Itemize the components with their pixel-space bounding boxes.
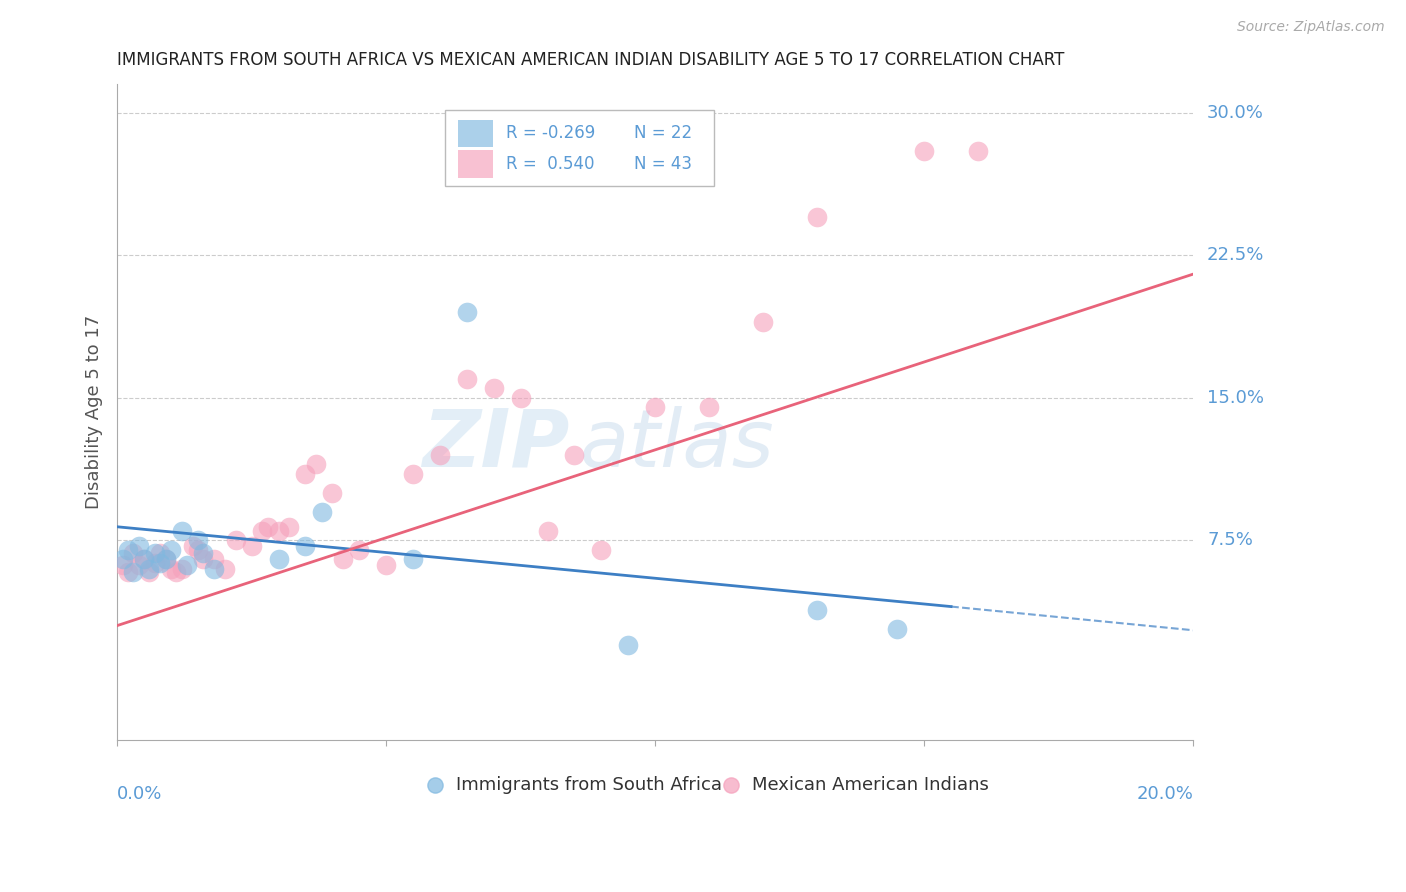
Point [375, 558, 398, 572]
Point [143, 546, 166, 560]
Point [160, 542, 183, 557]
Point [294, 539, 316, 553]
Point [456, 305, 478, 319]
Point [402, 467, 425, 481]
Point [267, 552, 290, 566]
Point [117, 542, 139, 557]
Point [278, 520, 301, 534]
Point [806, 210, 828, 224]
Point [482, 381, 505, 395]
Y-axis label: Disability Age 5 to 17: Disability Age 5 to 17 [86, 315, 103, 509]
Point [332, 552, 354, 566]
Point [176, 558, 198, 572]
Point [193, 546, 215, 560]
Point [240, 539, 263, 553]
Point [155, 552, 177, 566]
Text: atlas: atlas [579, 406, 775, 483]
Point [294, 467, 316, 481]
Text: 30.0%: 30.0% [1208, 103, 1264, 121]
Text: IMMIGRANTS FROM SOUTH AFRICA VS MEXICAN AMERICAN INDIAN DISABILITY AGE 5 TO 17 C: IMMIGRANTS FROM SOUTH AFRICA VS MEXICAN … [117, 51, 1064, 69]
Point [160, 561, 183, 575]
Point [155, 552, 177, 566]
Point [149, 546, 172, 560]
Point [644, 400, 666, 414]
Point [305, 457, 328, 471]
Point [591, 542, 613, 557]
Point [697, 400, 720, 414]
Text: 0.0%: 0.0% [117, 786, 163, 804]
Point [187, 533, 209, 547]
Text: 7.5%: 7.5% [1208, 531, 1253, 549]
Point [256, 520, 278, 534]
Point [509, 391, 531, 405]
Point [149, 556, 172, 570]
Text: ZIP: ZIP [422, 406, 569, 483]
Point [138, 561, 160, 575]
Point [311, 505, 333, 519]
Text: 22.5%: 22.5% [1208, 246, 1264, 264]
Text: N = 22: N = 22 [634, 124, 692, 143]
Point [225, 533, 247, 547]
Text: Mexican American Indians: Mexican American Indians [752, 776, 988, 795]
Point [193, 552, 215, 566]
Point [752, 315, 775, 329]
Text: 15.0%: 15.0% [1208, 389, 1264, 407]
Point [402, 552, 425, 566]
Point [967, 144, 990, 158]
Point [321, 485, 343, 500]
Point [267, 524, 290, 538]
Point [564, 448, 586, 462]
Point [536, 524, 558, 538]
Point [117, 566, 139, 580]
Point [202, 552, 225, 566]
Point [122, 546, 145, 560]
Point [429, 448, 451, 462]
Text: Immigrants from South Africa: Immigrants from South Africa [456, 776, 723, 795]
Point [252, 524, 274, 538]
FancyBboxPatch shape [446, 111, 714, 186]
Text: 20.0%: 20.0% [1136, 786, 1194, 804]
Point [349, 542, 371, 557]
Text: R = -0.269: R = -0.269 [506, 124, 595, 143]
Point [912, 144, 935, 158]
Point [170, 524, 193, 538]
Bar [458, 151, 492, 178]
Bar [458, 120, 492, 147]
Point [111, 552, 134, 566]
Point [202, 561, 225, 575]
Point [138, 566, 160, 580]
Point [806, 603, 828, 617]
Point [886, 623, 908, 637]
Point [132, 552, 155, 566]
Point [456, 371, 478, 385]
Point [122, 566, 145, 580]
Point [128, 558, 150, 572]
Point [617, 638, 640, 652]
Point [128, 539, 150, 553]
Point [170, 561, 193, 575]
Text: Source: ZipAtlas.com: Source: ZipAtlas.com [1237, 20, 1385, 34]
Point [143, 556, 166, 570]
Point [214, 561, 236, 575]
Point [181, 539, 204, 553]
Text: R =  0.540: R = 0.540 [506, 155, 595, 173]
Point [111, 558, 134, 572]
Text: N = 43: N = 43 [634, 155, 692, 173]
Point [187, 542, 209, 557]
Point [132, 552, 155, 566]
Point [165, 566, 187, 580]
